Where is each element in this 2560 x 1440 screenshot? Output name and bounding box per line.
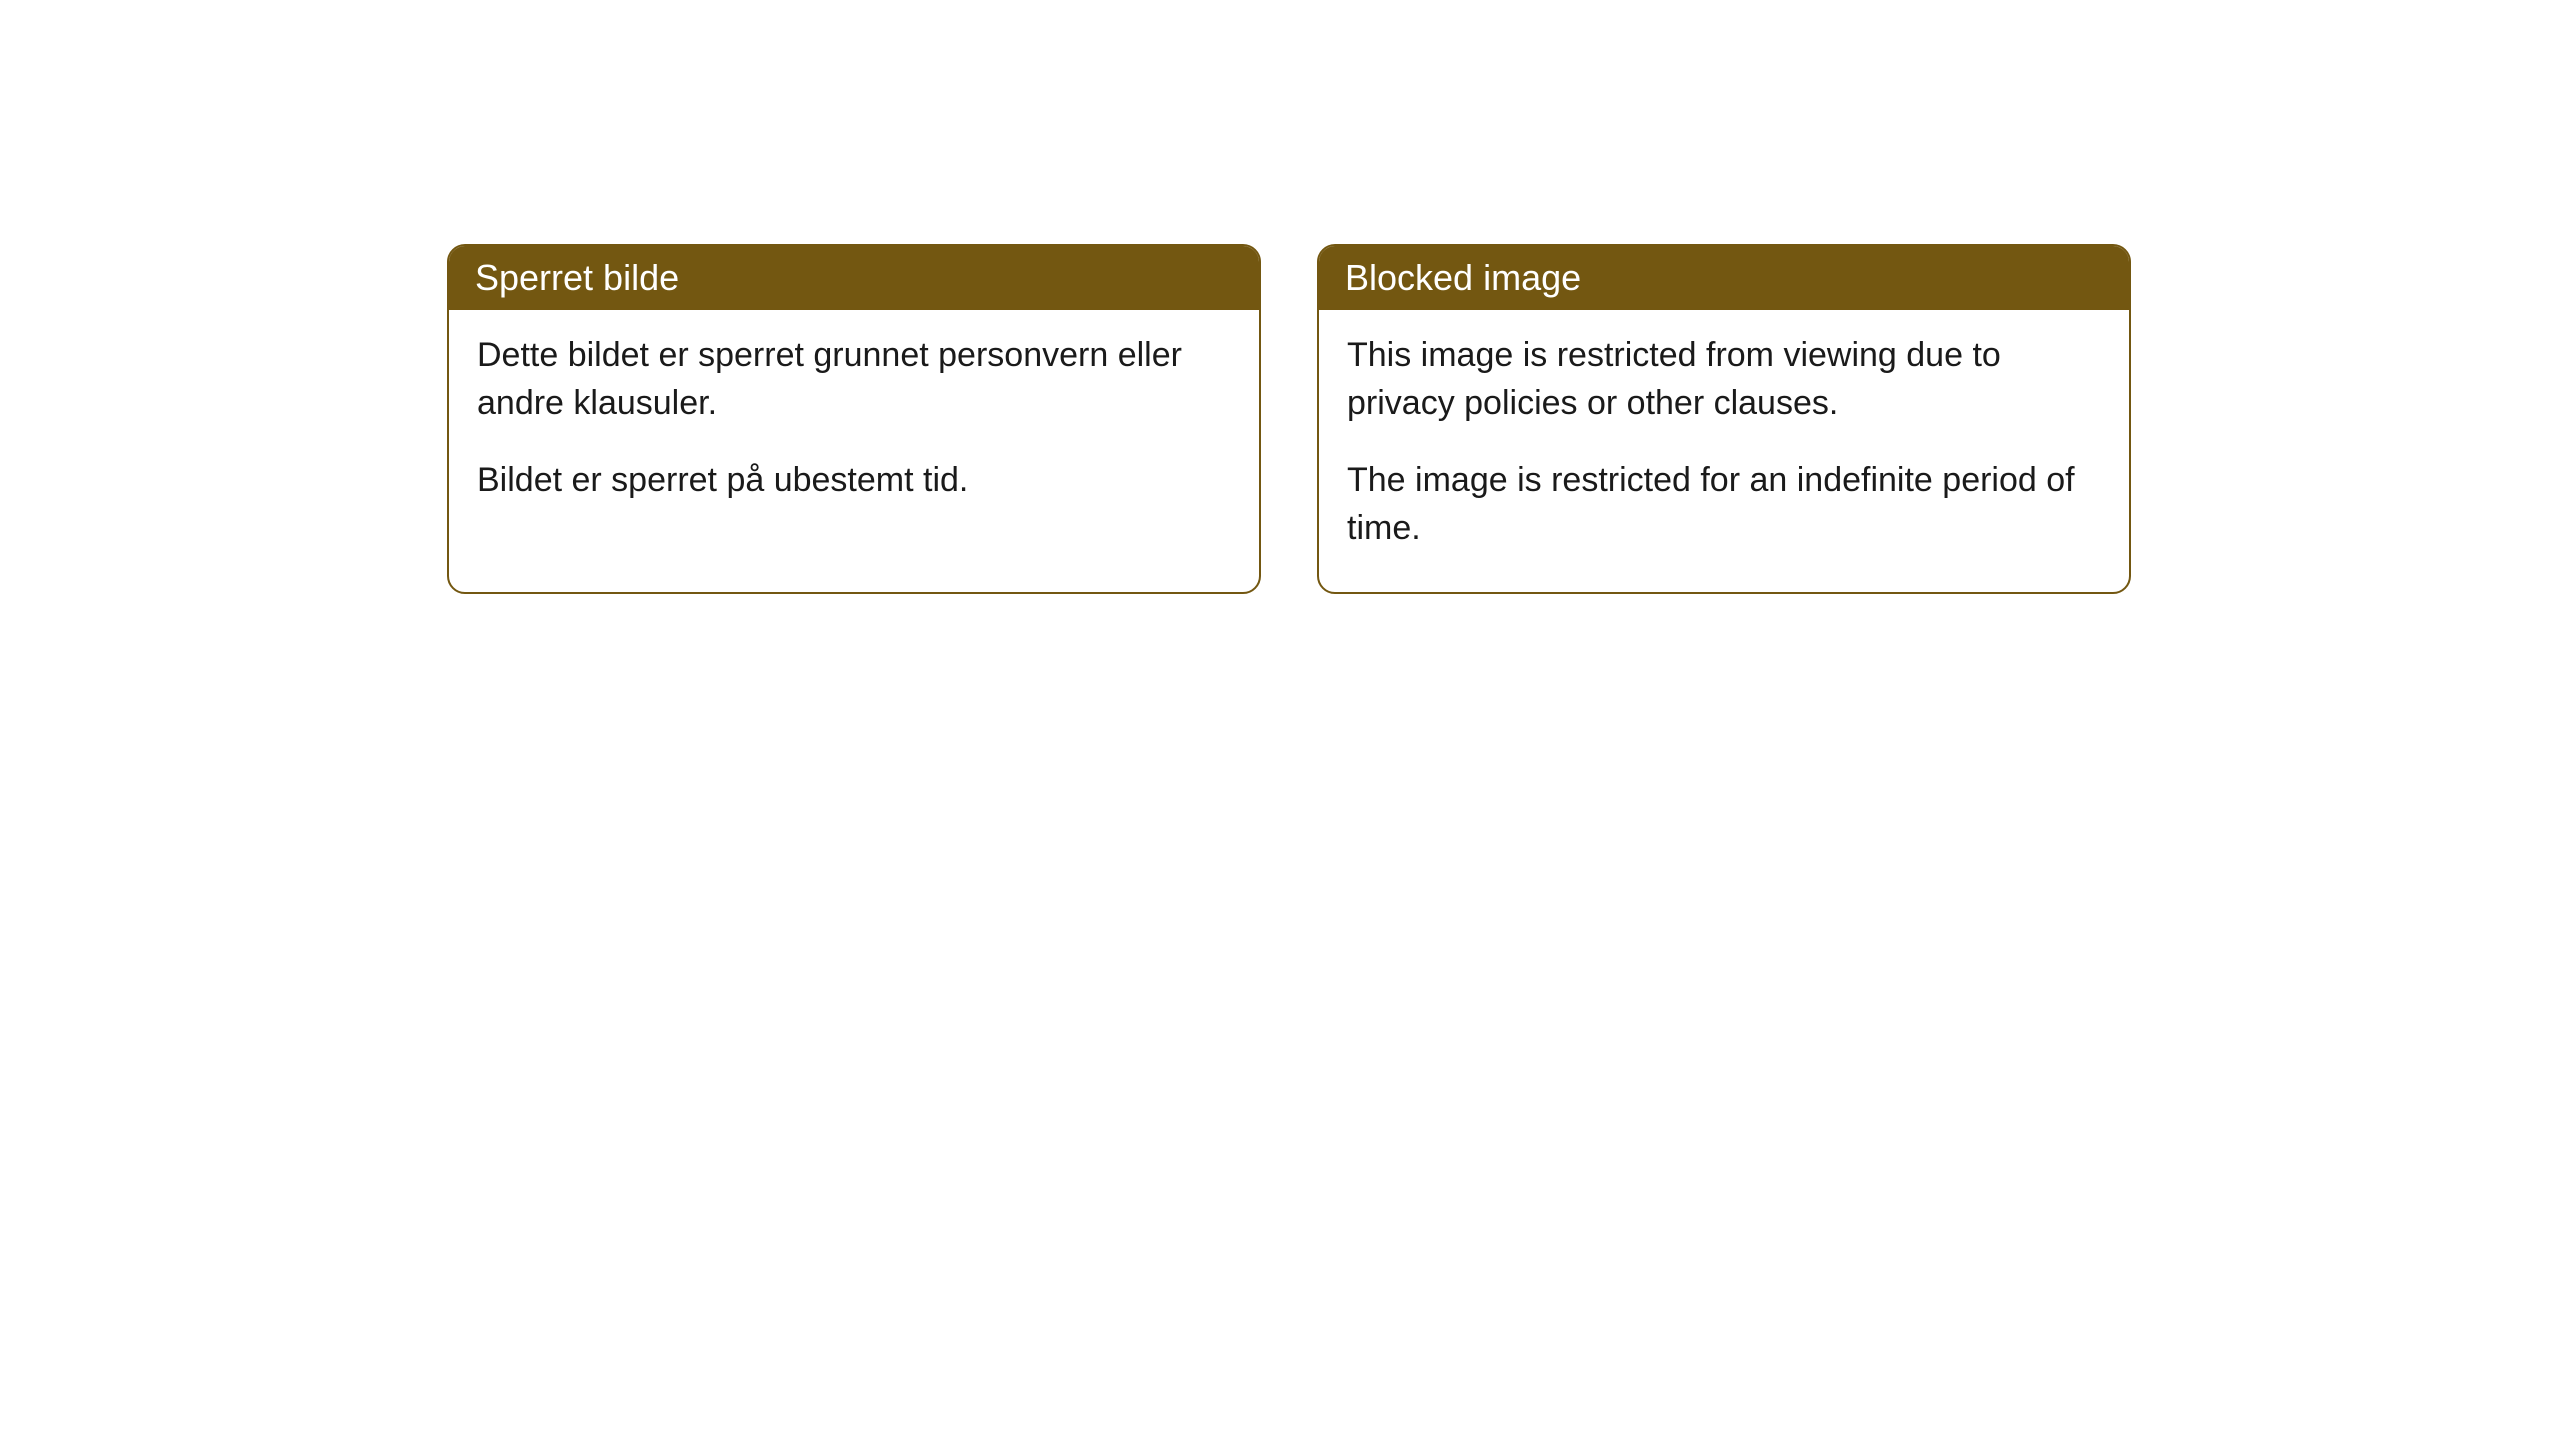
card-header-english: Blocked image	[1319, 246, 2129, 310]
card-title-norwegian: Sperret bilde	[475, 257, 679, 298]
blocked-image-card-english: Blocked image This image is restricted f…	[1317, 244, 2131, 594]
card-text-norwegian-2: Bildet er sperret på ubestemt tid.	[477, 457, 1231, 505]
blocked-image-card-norwegian: Sperret bilde Dette bildet er sperret gr…	[447, 244, 1261, 594]
card-body-english: This image is restricted from viewing du…	[1319, 310, 2129, 592]
card-body-norwegian: Dette bildet er sperret grunnet personve…	[449, 310, 1259, 545]
card-text-english-1: This image is restricted from viewing du…	[1347, 332, 2101, 427]
card-header-norwegian: Sperret bilde	[449, 246, 1259, 310]
notice-cards-container: Sperret bilde Dette bildet er sperret gr…	[447, 244, 2131, 594]
card-text-english-2: The image is restricted for an indefinit…	[1347, 457, 2101, 552]
card-title-english: Blocked image	[1345, 257, 1581, 298]
card-text-norwegian-1: Dette bildet er sperret grunnet personve…	[477, 332, 1231, 427]
